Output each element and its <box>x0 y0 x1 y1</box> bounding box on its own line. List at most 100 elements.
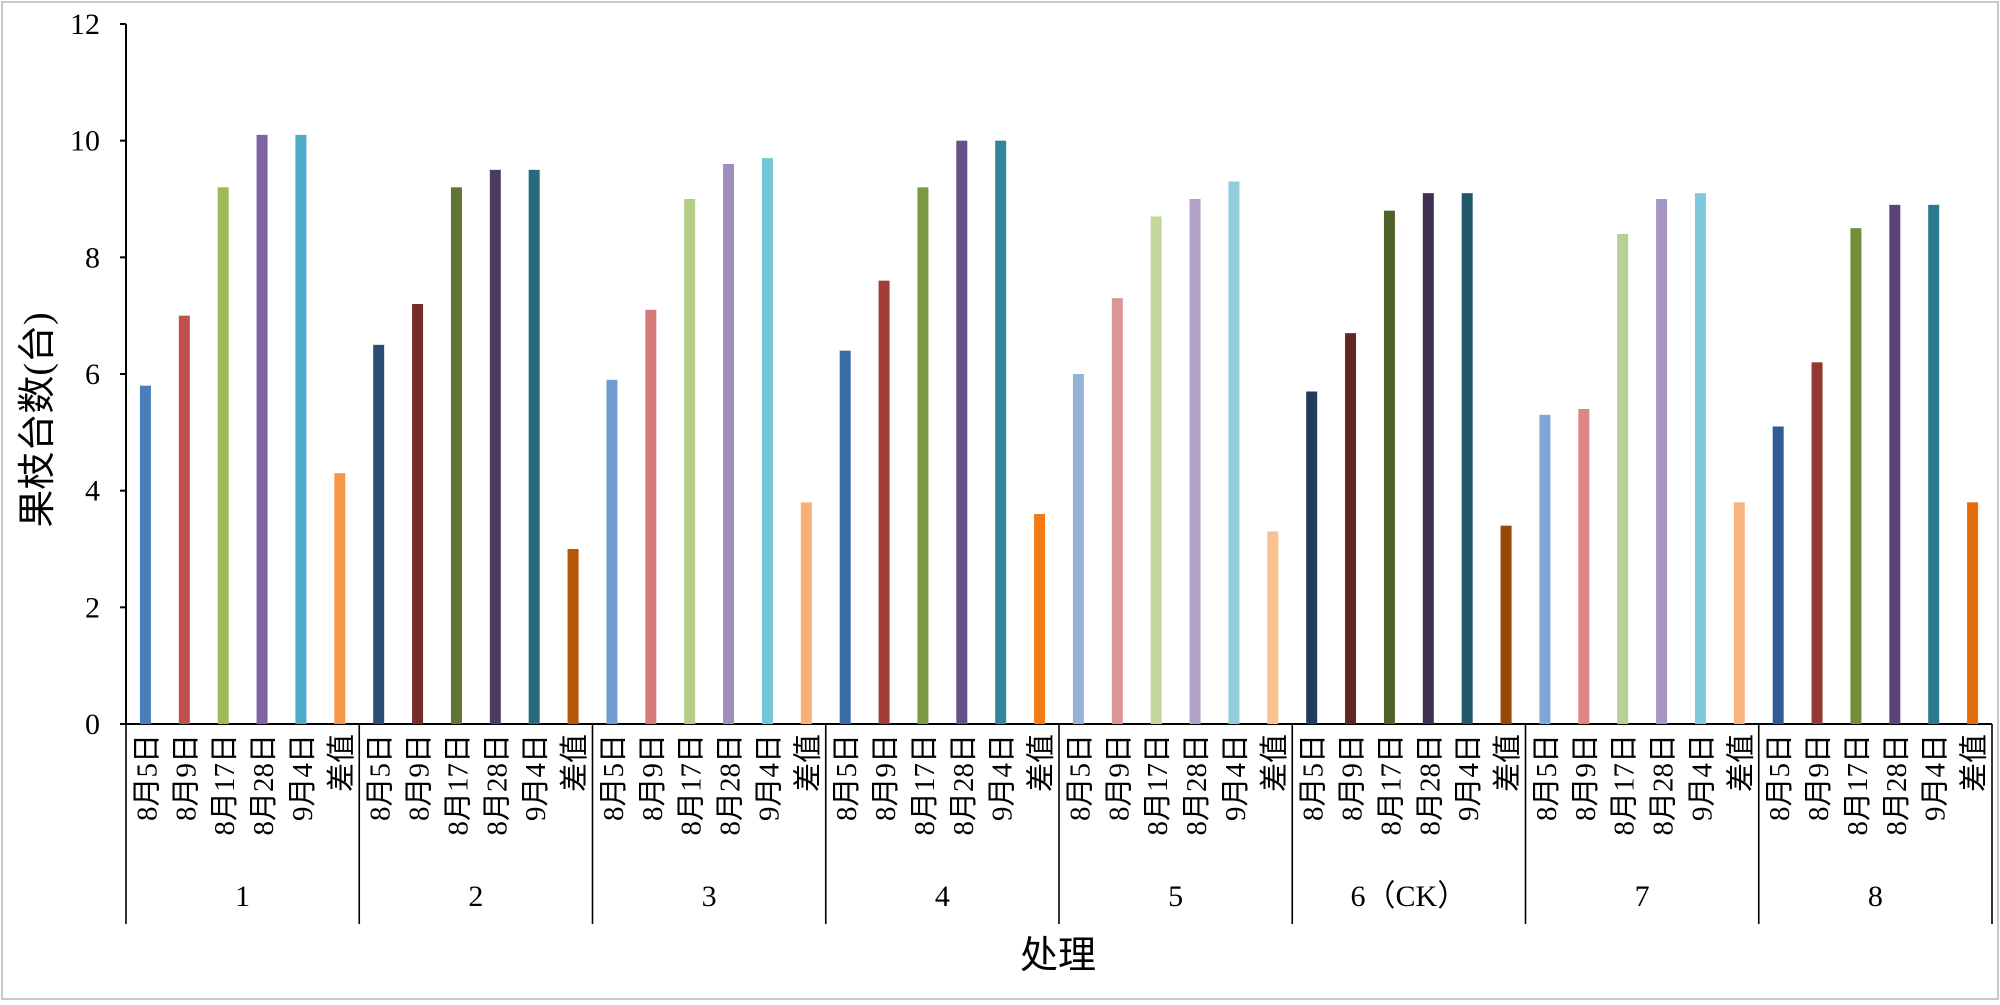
x-category-label: 8月28日 <box>948 734 980 836</box>
x-axis-title: 处理 <box>1020 935 1096 977</box>
x-category-label: 8月17日 <box>1142 734 1174 836</box>
x-category-label: 差值 <box>1724 734 1757 792</box>
bar <box>1306 391 1318 724</box>
group-label: 3 <box>702 880 717 913</box>
bar <box>1345 333 1357 724</box>
group-label: 2 <box>468 880 483 913</box>
x-category-label: 9月4日 <box>520 734 552 821</box>
x-category-label: 差值 <box>791 734 824 792</box>
bar <box>684 199 696 724</box>
bar <box>1111 298 1123 724</box>
bar <box>1150 216 1162 724</box>
group-label: 6（CK） <box>1351 880 1468 913</box>
bar <box>956 140 968 724</box>
bar <box>1967 502 1979 724</box>
bar <box>839 350 851 724</box>
bar <box>528 169 540 725</box>
bar <box>1694 193 1706 724</box>
bar <box>295 134 307 725</box>
x-category-label: 8月5日 <box>1764 734 1796 821</box>
bar <box>1383 210 1395 724</box>
y-tick-label: 0 <box>85 708 100 741</box>
x-category-label: 8月9日 <box>404 734 436 821</box>
bar <box>412 304 424 724</box>
bar <box>1617 234 1629 724</box>
bar <box>373 344 385 724</box>
x-category-label: 8月9日 <box>1803 734 1835 821</box>
x-category-label: 8月9日 <box>170 734 202 821</box>
bar <box>1189 199 1201 724</box>
bar <box>450 187 462 725</box>
bar <box>1656 199 1668 724</box>
y-tick-label: 6 <box>85 358 100 391</box>
x-category-label: 8月5日 <box>831 734 863 821</box>
x-category-label: 8月28日 <box>1181 734 1213 836</box>
bar <box>1733 502 1745 724</box>
bar <box>878 280 890 724</box>
x-category-label: 8月28日 <box>248 734 280 836</box>
y-tick-label: 12 <box>70 8 100 41</box>
x-category-label: 8月5日 <box>1064 734 1096 821</box>
x-category-label: 9月4日 <box>987 734 1019 821</box>
bar <box>995 140 1007 724</box>
bar <box>1228 181 1240 724</box>
x-category-label: 8月9日 <box>1103 734 1135 821</box>
bar <box>1889 204 1901 725</box>
x-category-label: 8月17日 <box>909 734 941 836</box>
x-category-label: 9月4日 <box>1220 734 1252 821</box>
x-category-label: 9月4日 <box>1920 734 1952 821</box>
x-category-label: 8月17日 <box>442 734 474 836</box>
bar <box>917 187 929 725</box>
x-category-label: 9月4日 <box>287 734 319 821</box>
bar <box>567 549 579 724</box>
bar <box>334 473 346 724</box>
x-category-label: 8月28日 <box>481 734 513 836</box>
x-category-label: 8月17日 <box>209 734 241 836</box>
bar <box>217 187 229 725</box>
x-category-label: 8月5日 <box>365 734 397 821</box>
bar <box>1500 525 1512 724</box>
bar <box>1811 362 1823 724</box>
bar <box>256 134 268 725</box>
bar <box>1422 193 1434 724</box>
group-label: 8 <box>1868 880 1883 913</box>
bar <box>178 315 190 724</box>
bar <box>1850 228 1862 724</box>
group-label: 4 <box>935 880 950 913</box>
x-category-label: 8月5日 <box>1531 734 1563 821</box>
x-category-label: 差值 <box>558 734 591 792</box>
x-category-label: 8月28日 <box>1648 734 1680 836</box>
x-category-label: 8月9日 <box>637 734 669 821</box>
x-category-label: 8月9日 <box>1337 734 1369 821</box>
x-category-label: 差值 <box>1491 734 1524 792</box>
bar <box>1267 531 1279 724</box>
y-tick-label: 2 <box>85 591 100 624</box>
y-tick-label: 8 <box>85 241 100 274</box>
x-category-label: 8月5日 <box>598 734 630 821</box>
x-category-label: 9月4日 <box>1453 734 1485 821</box>
x-category-label: 8月28日 <box>1881 734 1913 836</box>
group-label: 5 <box>1168 880 1183 913</box>
x-category-label: 9月4日 <box>1686 734 1718 821</box>
bar <box>761 158 773 724</box>
bar <box>1928 204 1940 725</box>
y-tick-label: 10 <box>70 125 100 158</box>
x-category-label: 8月9日 <box>1570 734 1602 821</box>
bar <box>1578 409 1590 724</box>
bar <box>139 385 151 724</box>
x-category-label: 8月28日 <box>715 734 747 836</box>
x-category-label: 9月4日 <box>753 734 785 821</box>
bar <box>1539 414 1551 724</box>
bar <box>1034 514 1046 724</box>
y-tick-label: 4 <box>85 475 100 508</box>
x-category-label: 8月17日 <box>1609 734 1641 836</box>
x-category-label: 8月5日 <box>1298 734 1330 821</box>
x-category-label: 8月28日 <box>1414 734 1446 836</box>
bar <box>1072 374 1084 724</box>
x-category-label: 8月17日 <box>676 734 708 836</box>
bar <box>800 502 812 724</box>
bar <box>645 309 657 724</box>
bar <box>723 164 735 724</box>
bar <box>606 379 618 724</box>
